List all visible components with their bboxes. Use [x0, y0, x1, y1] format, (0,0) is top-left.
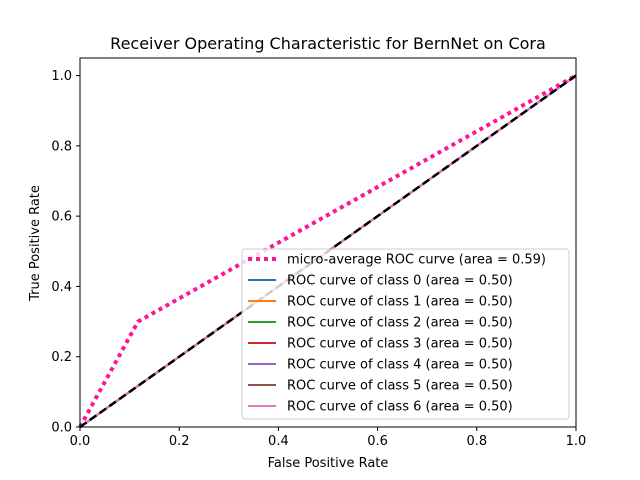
x-tick-label: 0.6	[367, 434, 388, 449]
y-tick-label: 0.0	[51, 421, 72, 436]
y-tick-label: 0.8	[51, 139, 72, 154]
x-tick-label: 0.4	[268, 434, 289, 449]
legend-label-4: ROC curve of class 3 (area = 0.50)	[287, 337, 513, 352]
x-tick-label: 1.0	[566, 434, 587, 449]
x-tick-label: 0.0	[70, 434, 91, 449]
y-axis-label: True Positive Rate	[28, 185, 43, 302]
legend-label-2: ROC curve of class 1 (area = 0.50)	[287, 295, 513, 310]
series-line-0	[78, 73, 577, 428]
axes-layer: 0.0 0.2 0.4 0.6 0.8 1.0 0.0 0.2 0.4 0.6 0.8 1.0	[51, 57, 587, 449]
legend-box	[241, 248, 570, 420]
legend-label-7: ROC curve of class 6 (area = 0.50)	[287, 400, 513, 415]
x-axis-label: False Positive Rate	[268, 456, 389, 471]
x-tick-label: 0.8	[466, 434, 487, 449]
y-tick-label: 0.2	[51, 350, 72, 365]
legend: micro-average ROC curve (area = 0.59) ROC…	[241, 248, 570, 420]
legend-label-6: ROC curve of class 5 (area = 0.50)	[287, 379, 513, 394]
plot-frame	[79, 57, 577, 428]
y-tick-label: 0.4	[51, 280, 72, 295]
x-tick-label: 0.2	[169, 434, 190, 449]
chart-title: Receiver Operating Characteristic for Be…	[110, 34, 546, 53]
legend-label-0: micro-average ROC curve (area = 0.59)	[287, 253, 546, 268]
y-tick-label: 0.6	[51, 210, 72, 225]
legend-label-1: ROC curve of class 0 (area = 0.50)	[287, 274, 513, 289]
legend-label-3: ROC curve of class 2 (area = 0.50)	[287, 316, 513, 331]
legend-label-5: ROC curve of class 4 (area = 0.50)	[287, 358, 513, 373]
y-tick-label: 1.0	[51, 69, 72, 84]
